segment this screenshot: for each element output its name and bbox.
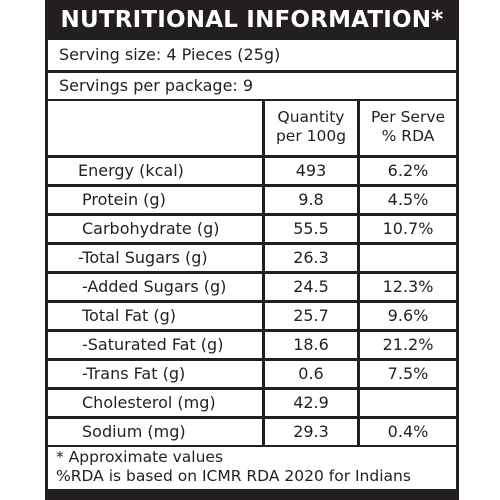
table-row-quantity-cell: 9.8 xyxy=(265,187,357,213)
table-row-nutrient-cell: -Trans Fat (g) xyxy=(48,361,262,387)
table-row-nutrient-cell: -Added Sugars (g) xyxy=(48,274,262,300)
table-row-nutrient-cell: Sodium (mg) xyxy=(48,419,262,445)
rda-header-line2: % RDA xyxy=(381,127,435,145)
nutrient-label: -Saturated Fat (g) xyxy=(82,335,224,354)
quantity-value: 55.5 xyxy=(293,219,329,238)
nutrient-label: -Total Sugars (g) xyxy=(78,248,208,267)
table-row-rda-cell: 4.5% xyxy=(360,187,456,213)
table-row-rda-cell: 12.3% xyxy=(360,274,456,300)
serving-size-row: Serving size: 4 Pieces (25g) xyxy=(48,40,456,70)
quantity-value: 29.3 xyxy=(293,422,329,441)
table-row-nutrient-cell: Total Fat (g) xyxy=(48,303,262,329)
nutrient-label: -Added Sugars (g) xyxy=(82,277,227,296)
rda-value: 12.3% xyxy=(382,277,434,296)
rda-value: 0.4% xyxy=(387,422,429,441)
table-row-quantity-cell: 29.3 xyxy=(265,419,357,445)
quantity-value: 25.7 xyxy=(293,306,329,325)
rda-value: 4.5% xyxy=(387,190,429,209)
table-row-rda-cell: 0.4% xyxy=(360,419,456,445)
quantity-value: 0.6 xyxy=(298,364,324,383)
quantity-value: 18.6 xyxy=(293,335,329,354)
nutrient-label: Carbohydrate (g) xyxy=(82,219,220,238)
nutrient-label: Sodium (mg) xyxy=(82,422,186,441)
table-row-nutrient-cell: Energy (kcal) xyxy=(48,158,262,184)
table-row-quantity-cell: 42.9 xyxy=(265,390,357,416)
nutrient-label: Total Fat (g) xyxy=(82,306,176,325)
table-row-nutrient-cell: -Total Sugars (g) xyxy=(48,245,262,271)
table-row-quantity-cell: 24.5 xyxy=(265,274,357,300)
footnote-rda-basis: %RDA is based on ICMR RDA 2020 for India… xyxy=(56,467,411,485)
quantity-header-cell: Quantity per 100g xyxy=(265,101,357,155)
rda-header-cell: Per Serve % RDA xyxy=(360,101,456,155)
table-row-nutrient-cell: -Saturated Fat (g) xyxy=(48,332,262,358)
footnote-approximate: * Approximate values xyxy=(56,448,224,466)
nutrient-label: Cholesterol (mg) xyxy=(82,393,216,412)
serving-size-text: Serving size: 4 Pieces (25g) xyxy=(59,45,281,64)
rda-value: 10.7% xyxy=(382,219,434,238)
table-row-nutrient-cell: Carbohydrate (g) xyxy=(48,216,262,242)
table-row-quantity-cell: 55.5 xyxy=(265,216,357,242)
nutrient-label: -Trans Fat (g) xyxy=(82,364,186,383)
table-row-rda-cell: 10.7% xyxy=(360,216,456,242)
table-row-rda-cell: 9.6% xyxy=(360,303,456,329)
header-blank-cell xyxy=(48,101,262,155)
servings-per-package-text: Servings per package: 9 xyxy=(59,76,254,95)
nutrient-label: Protein (g) xyxy=(82,190,166,209)
table-row-nutrient-cell: Cholesterol (mg) xyxy=(48,390,262,416)
quantity-header-line2: per 100g xyxy=(275,127,347,145)
table-row-nutrient-cell: Protein (g) xyxy=(48,187,262,213)
rda-value: 6.2% xyxy=(387,161,429,180)
quantity-value: 24.5 xyxy=(293,277,329,296)
table-row-rda-cell: 6.2% xyxy=(360,158,456,184)
table-row-rda-cell xyxy=(360,245,456,271)
quantity-header-line1: Quantity xyxy=(277,108,345,126)
rda-header-line1: Per Serve xyxy=(370,108,446,126)
panel-title: NUTRITIONAL INFORMATION* xyxy=(60,7,444,33)
rda-value: 7.5% xyxy=(387,364,429,383)
servings-per-package-row: Servings per package: 9 xyxy=(48,73,456,99)
quantity-value: 26.3 xyxy=(293,248,329,267)
quantity-value: 42.9 xyxy=(293,393,329,412)
quantity-value: 493 xyxy=(295,161,327,180)
table-row-quantity-cell: 493 xyxy=(265,158,357,184)
table-row-rda-cell xyxy=(360,390,456,416)
nutrient-label: Energy (kcal) xyxy=(78,161,184,180)
table-row-rda-cell: 21.2% xyxy=(360,332,456,358)
table-row-quantity-cell: 25.7 xyxy=(265,303,357,329)
rda-value: 9.6% xyxy=(387,306,429,325)
table-row-quantity-cell: 18.6 xyxy=(265,332,357,358)
quantity-value: 9.8 xyxy=(298,190,324,209)
table-row-quantity-cell: 26.3 xyxy=(265,245,357,271)
table-row-quantity-cell: 0.6 xyxy=(265,361,357,387)
table-row-rda-cell: 7.5% xyxy=(360,361,456,387)
rda-value: 21.2% xyxy=(382,335,434,354)
footnote-box: * Approximate values %RDA is based on IC… xyxy=(48,447,456,489)
